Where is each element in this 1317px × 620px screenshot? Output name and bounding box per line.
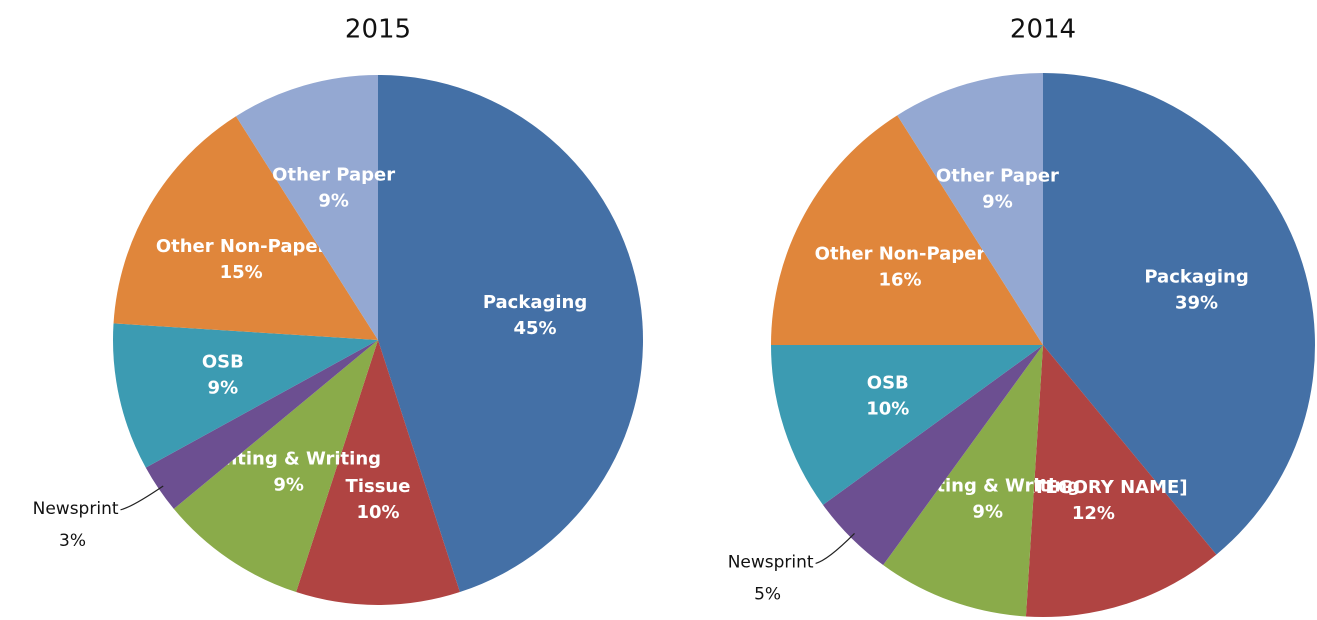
data-label-category: Newsprint: [33, 499, 119, 519]
data-label-category: Other Paper: [936, 165, 1059, 186]
data-label-value: 3%: [59, 531, 86, 551]
data-label-value: 9%: [208, 378, 239, 399]
pie-slice: [113, 116, 378, 340]
pie-slice: [173, 340, 378, 593]
data-label-category: Tissue: [346, 476, 411, 497]
data-label-value: 9%: [273, 475, 304, 496]
pie-slice: [1025, 345, 1217, 617]
data-label-category: Packaging: [483, 292, 587, 313]
data-label-value: 16%: [878, 269, 921, 290]
pie-slice: [822, 345, 1043, 566]
data-label-value: 9%: [972, 502, 1003, 523]
data-label-category: OSB: [867, 372, 909, 393]
leader-line: [815, 533, 855, 564]
leader-line: [120, 485, 164, 511]
data-label-category: OSB: [202, 352, 244, 373]
data-label-value: 10%: [356, 502, 399, 523]
pie-slice: [1043, 73, 1315, 555]
pie-slice: [236, 75, 378, 340]
pie-slice: [113, 323, 378, 468]
data-label-value: 45%: [513, 318, 556, 339]
pie-slice: [771, 115, 1043, 345]
data-label-value: 39%: [1175, 293, 1218, 314]
pie-slice: [378, 75, 643, 593]
data-label-category: Other Non-Paper: [815, 243, 986, 264]
pie-slice: [145, 340, 378, 509]
pie-slice: [771, 345, 1043, 505]
pie-slice: [296, 340, 460, 605]
pie-slice: [897, 73, 1043, 345]
data-label-value: 9%: [982, 191, 1013, 212]
data-label-value: 12%: [1072, 503, 1115, 524]
data-label-value: 15%: [220, 262, 263, 283]
data-label-category: Other Non-Paper: [156, 236, 327, 257]
data-label-category: Newsprint: [728, 552, 814, 572]
data-label-value: 10%: [866, 398, 909, 419]
chart-title: 2015: [345, 15, 411, 45]
data-label-category: Other Paper: [272, 164, 395, 185]
chart-title: 2014: [1010, 15, 1076, 45]
data-label-category: [CATEGORY NAME]: [999, 477, 1187, 498]
data-label-category: Packaging: [1144, 267, 1248, 288]
pie-slice: [883, 345, 1043, 617]
data-label-value: 9%: [318, 190, 349, 211]
data-label-value: 5%: [754, 584, 781, 604]
data-label-category: Printing & Writing: [196, 449, 381, 470]
